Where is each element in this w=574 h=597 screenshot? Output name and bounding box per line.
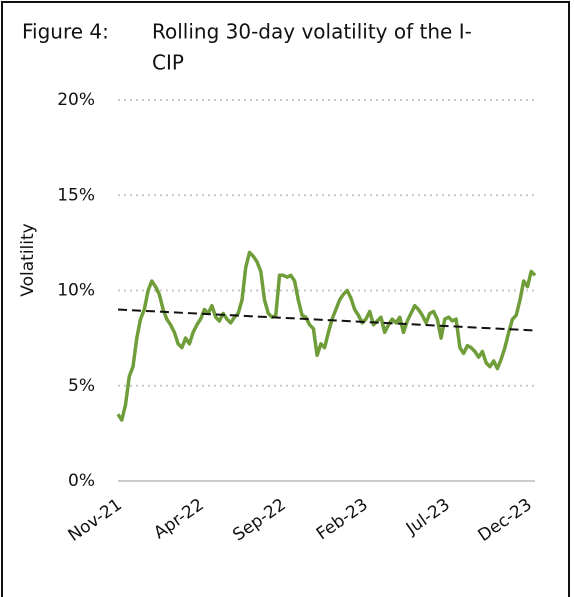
x-tick-label: Nov-21 <box>65 495 126 546</box>
title-label: Figure 4: <box>22 20 109 44</box>
y-tick-label: 0% <box>68 471 95 491</box>
y-tick-label: 15% <box>57 185 95 205</box>
y-axis-label: Volatility <box>18 223 38 296</box>
x-tick-label: Jul-23 <box>402 495 454 540</box>
trend-line <box>117 308 536 332</box>
title-line: Rolling 30-day volatility of the I- <box>152 20 472 44</box>
series-line <box>116 250 537 422</box>
y-tick-label: 10% <box>57 281 95 301</box>
x-tick-label: Sep-22 <box>229 495 289 546</box>
y-tick-label: 5% <box>68 376 95 396</box>
title-line: CIP <box>152 51 184 75</box>
y-tick-label: 20% <box>57 90 95 110</box>
x-tick-label: Feb-23 <box>313 495 372 545</box>
x-tick-label: Apr-22 <box>150 495 207 544</box>
x-tick-label: Dec-23 <box>475 495 536 546</box>
